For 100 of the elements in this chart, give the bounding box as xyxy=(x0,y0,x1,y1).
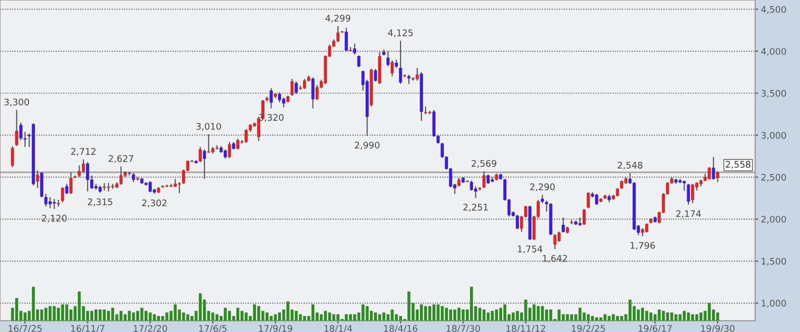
bar xyxy=(578,308,582,321)
bar xyxy=(499,308,502,321)
bar xyxy=(708,303,711,321)
bar xyxy=(495,310,498,321)
bar xyxy=(390,310,394,321)
bar xyxy=(98,310,102,321)
bar xyxy=(165,312,168,321)
bar xyxy=(678,314,682,321)
annotation: 1,642 xyxy=(542,254,567,263)
bar xyxy=(407,292,410,321)
candlestick xyxy=(390,60,394,77)
bar xyxy=(102,310,106,321)
bar xyxy=(240,310,244,321)
bar xyxy=(591,316,594,321)
ref-line-label: 2,558 xyxy=(726,160,750,169)
bar xyxy=(111,308,114,321)
y-tick-label: 3,500 xyxy=(761,90,786,98)
bar xyxy=(545,310,548,321)
annotation: 2,120 xyxy=(42,214,67,223)
candlestick xyxy=(682,180,686,192)
bar xyxy=(686,312,690,321)
annotation: 2,627 xyxy=(108,155,134,163)
candlestick xyxy=(282,96,286,108)
annotation: 2,990 xyxy=(354,142,380,150)
candlestick xyxy=(474,186,478,199)
bar xyxy=(374,312,377,321)
bar xyxy=(228,310,231,321)
bar xyxy=(436,304,440,321)
candlestick xyxy=(586,192,590,209)
annotation: 1,754 xyxy=(518,246,542,254)
bar xyxy=(378,314,382,321)
bar xyxy=(420,304,423,321)
bar xyxy=(595,317,598,321)
bar xyxy=(61,304,64,321)
candlestick xyxy=(645,222,648,234)
candlestick xyxy=(407,74,410,85)
bar xyxy=(700,312,702,321)
bar xyxy=(362,304,364,321)
bar xyxy=(478,308,482,321)
bar xyxy=(90,310,94,321)
annotation: 2,712 xyxy=(71,148,96,156)
bar xyxy=(570,314,574,321)
bar xyxy=(107,310,110,321)
candlestick xyxy=(357,54,360,68)
bar xyxy=(716,312,720,321)
bar xyxy=(662,310,665,321)
bar xyxy=(124,314,127,321)
bar xyxy=(128,310,131,321)
bar xyxy=(349,314,352,321)
bar xyxy=(324,310,327,321)
bar xyxy=(516,310,519,321)
annotation: 2,174 xyxy=(676,210,701,218)
candlestick xyxy=(198,146,202,163)
candlestick xyxy=(374,68,378,82)
bar xyxy=(366,306,369,321)
bar xyxy=(216,314,218,321)
bar xyxy=(311,304,314,321)
y-tick-label: 1,500 xyxy=(762,258,786,266)
candlestick xyxy=(10,146,14,168)
bar xyxy=(353,314,356,321)
bar xyxy=(244,312,248,321)
bar xyxy=(641,308,644,321)
bar xyxy=(211,312,214,321)
bar xyxy=(616,316,619,321)
candlestick xyxy=(470,180,474,192)
candlestick xyxy=(224,148,227,160)
y-tick-label: 2,000 xyxy=(761,216,786,224)
bar xyxy=(462,310,465,321)
y-tick-label: 4,000 xyxy=(761,48,786,56)
bar xyxy=(224,308,227,321)
bar xyxy=(270,316,273,321)
bar xyxy=(15,298,18,321)
bar xyxy=(182,312,186,321)
bar xyxy=(332,314,336,321)
bar xyxy=(152,314,156,321)
bar xyxy=(666,312,670,321)
bar xyxy=(449,310,452,321)
candlestick xyxy=(52,198,56,210)
bar xyxy=(604,314,606,321)
y-tick-label: 2,500 xyxy=(761,174,786,182)
candlestick xyxy=(82,158,86,174)
bar xyxy=(336,314,340,321)
annotation: 4,125 xyxy=(388,29,413,38)
candlestick xyxy=(236,138,240,150)
bar xyxy=(608,316,611,321)
candlestick xyxy=(61,186,64,203)
bar xyxy=(503,304,506,321)
bar xyxy=(24,312,26,321)
bar xyxy=(432,304,436,321)
bar xyxy=(470,286,473,321)
bar xyxy=(257,306,260,321)
candlestick xyxy=(691,183,694,204)
bar xyxy=(278,312,282,321)
bar xyxy=(558,310,561,321)
y-tick-label: 3,000 xyxy=(761,132,786,140)
bar xyxy=(253,304,256,321)
bar xyxy=(649,312,652,321)
bar xyxy=(486,312,490,321)
annotation: 4,299 xyxy=(325,14,350,23)
bar xyxy=(148,312,152,321)
